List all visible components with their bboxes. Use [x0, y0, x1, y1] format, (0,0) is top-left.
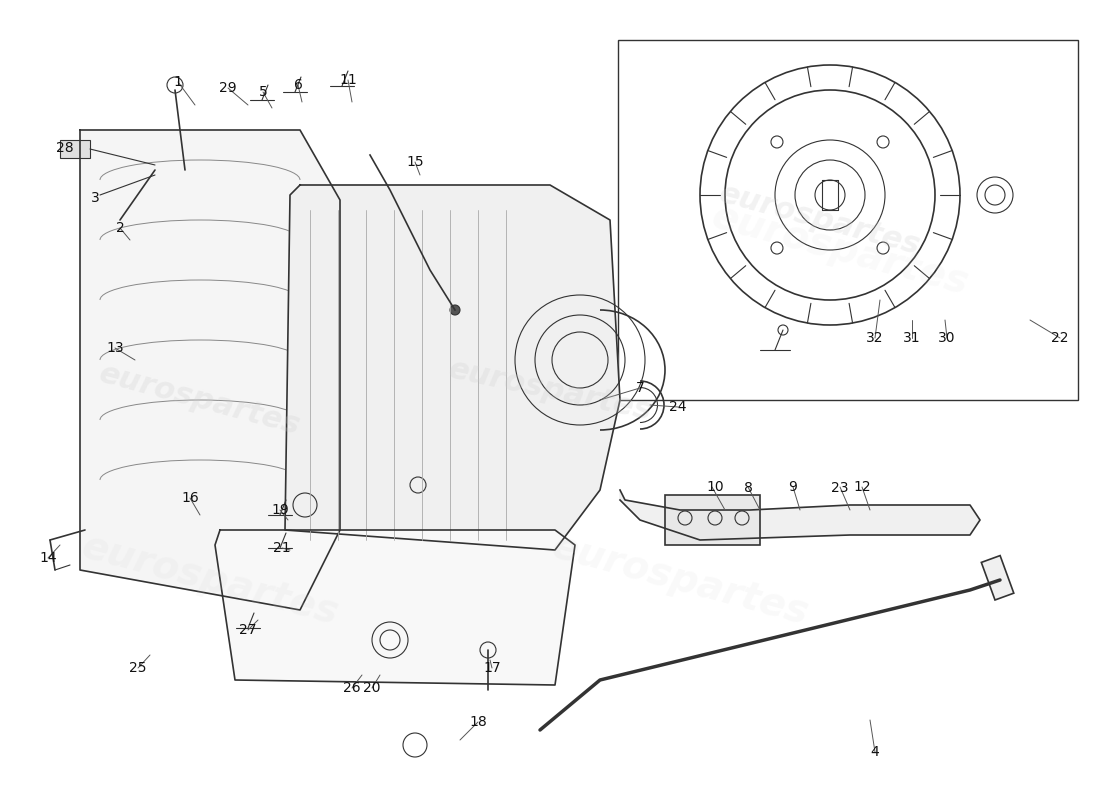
Text: 12: 12 — [854, 480, 871, 494]
Bar — [981, 555, 1014, 600]
Text: eurospartes: eurospartes — [707, 198, 972, 302]
Text: 32: 32 — [867, 331, 883, 345]
Text: 8: 8 — [744, 481, 752, 495]
Polygon shape — [285, 185, 620, 550]
Text: 25: 25 — [130, 661, 146, 675]
Polygon shape — [80, 130, 340, 610]
Text: eurospartes: eurospartes — [77, 527, 342, 633]
Text: eurospartes: eurospartes — [96, 359, 304, 441]
Text: 17: 17 — [483, 661, 500, 675]
Text: 7: 7 — [636, 381, 645, 395]
Bar — [60, 140, 90, 158]
Polygon shape — [620, 490, 980, 540]
Text: 11: 11 — [339, 73, 356, 87]
Text: eurospartes: eurospartes — [446, 354, 654, 426]
Text: 29: 29 — [219, 81, 236, 95]
Bar — [618, 40, 1078, 400]
Text: 14: 14 — [40, 551, 57, 565]
Text: 15: 15 — [406, 155, 424, 169]
Text: 4: 4 — [870, 745, 879, 759]
Text: 27: 27 — [240, 623, 256, 637]
Text: 23: 23 — [832, 481, 849, 495]
Text: eurospartes: eurospartes — [716, 179, 924, 261]
Text: 10: 10 — [706, 480, 724, 494]
Text: 31: 31 — [903, 331, 921, 345]
Text: 16: 16 — [182, 491, 199, 505]
Text: 19: 19 — [271, 503, 289, 517]
Text: 24: 24 — [669, 400, 686, 414]
Text: 3: 3 — [90, 191, 99, 205]
Text: 21: 21 — [273, 541, 290, 555]
Text: 1: 1 — [174, 75, 183, 89]
Text: eurospartes: eurospartes — [548, 527, 813, 633]
Text: 26: 26 — [343, 681, 361, 695]
Text: 5: 5 — [258, 85, 267, 99]
Polygon shape — [214, 530, 575, 685]
Bar — [666, 495, 760, 545]
Text: 28: 28 — [56, 141, 74, 155]
Text: 30: 30 — [938, 331, 956, 345]
Text: 22: 22 — [1052, 331, 1069, 345]
Text: 13: 13 — [107, 341, 124, 355]
Text: 2: 2 — [116, 221, 124, 235]
Text: 18: 18 — [469, 715, 487, 729]
Text: 6: 6 — [294, 78, 302, 92]
Text: 20: 20 — [363, 681, 381, 695]
Circle shape — [450, 305, 460, 315]
Text: 9: 9 — [789, 480, 797, 494]
